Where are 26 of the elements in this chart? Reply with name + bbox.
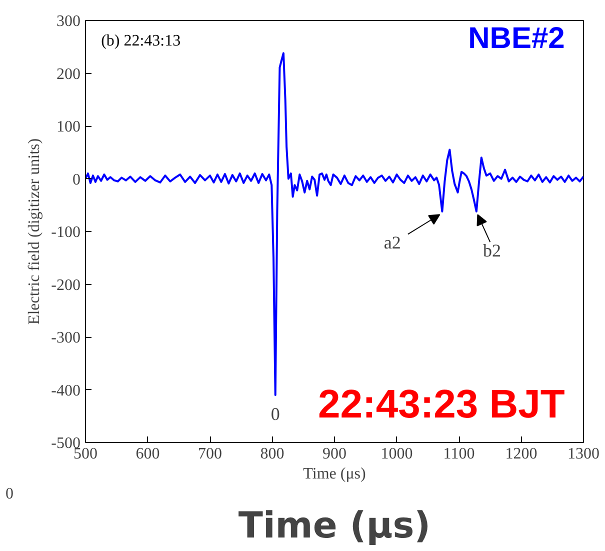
y-tick-label: -200 xyxy=(51,276,80,294)
y-axis-title: Electric field (digitizer units) xyxy=(26,138,44,325)
x-tick-label: 1000 xyxy=(380,446,413,462)
x-tick-label: 600 xyxy=(136,446,160,462)
annotation: b2 xyxy=(482,240,501,260)
annotation: 0 xyxy=(270,404,280,424)
y-tick-label: -300 xyxy=(51,330,80,346)
x-tick-label: 1100 xyxy=(443,446,475,462)
x-tick-label: 700 xyxy=(198,446,222,462)
x-axis-title: Time (μs) xyxy=(303,466,366,482)
x-tick-label: 1300 xyxy=(568,446,600,462)
x-tick-label: 900 xyxy=(322,446,346,462)
y-tick-label: 200 xyxy=(56,66,80,83)
annotation: a2 xyxy=(384,232,401,253)
x-tick-label: 800 xyxy=(260,446,284,462)
x-tick-label: 1200 xyxy=(505,446,538,462)
y-tick-label: -400 xyxy=(51,382,80,400)
text: Time (μs) xyxy=(238,506,431,546)
y-tick-label: 300 xyxy=(56,13,80,30)
y-tick-label: 100 xyxy=(56,118,80,136)
annotation: (b) 22:43:13 xyxy=(101,32,181,50)
annotation: NBE#2 xyxy=(468,22,565,55)
text: 0 xyxy=(6,486,14,502)
annotation: 22:43:23 BJT xyxy=(318,382,565,427)
y-tick-label: 0 xyxy=(72,171,80,188)
y-tick-label: -100 xyxy=(51,224,80,241)
